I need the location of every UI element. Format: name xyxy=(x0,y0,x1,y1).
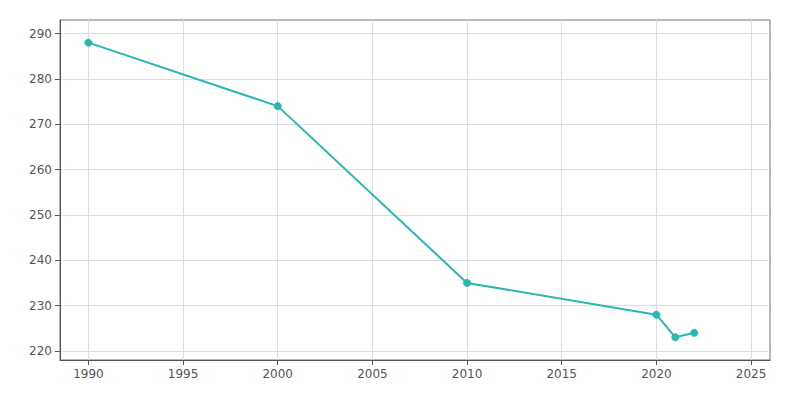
svg-text:240: 240 xyxy=(29,253,52,267)
svg-text:220: 220 xyxy=(29,344,52,358)
svg-text:1990: 1990 xyxy=(73,367,104,381)
svg-text:2005: 2005 xyxy=(357,367,388,381)
svg-text:2010: 2010 xyxy=(452,367,483,381)
svg-text:280: 280 xyxy=(29,72,52,86)
svg-text:290: 290 xyxy=(29,27,52,41)
svg-text:250: 250 xyxy=(29,208,52,222)
svg-text:2015: 2015 xyxy=(546,367,577,381)
svg-text:1995: 1995 xyxy=(168,367,199,381)
svg-text:2025: 2025 xyxy=(736,367,767,381)
svg-text:260: 260 xyxy=(29,163,52,177)
svg-text:270: 270 xyxy=(29,117,52,131)
svg-text:2020: 2020 xyxy=(641,367,672,381)
svg-text:230: 230 xyxy=(29,299,52,313)
svg-text:2000: 2000 xyxy=(262,367,293,381)
